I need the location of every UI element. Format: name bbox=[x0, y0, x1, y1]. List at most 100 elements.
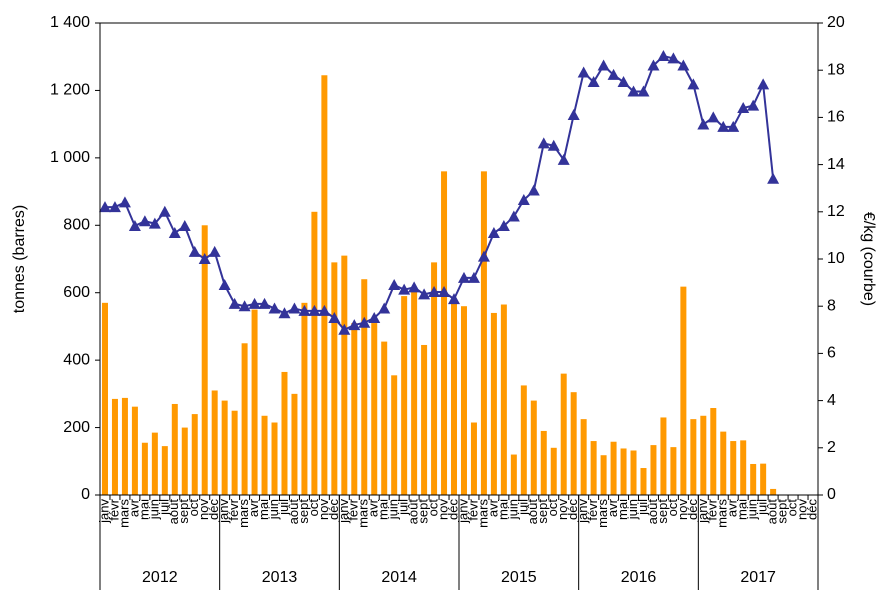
x-tick-label: sept bbox=[655, 499, 670, 524]
bar bbox=[111, 398, 118, 495]
marker bbox=[587, 76, 600, 87]
bar bbox=[441, 171, 448, 496]
marker bbox=[408, 281, 421, 293]
bar bbox=[620, 448, 627, 495]
bar bbox=[630, 450, 637, 495]
bar bbox=[221, 400, 228, 495]
bar bbox=[251, 309, 258, 495]
bar bbox=[141, 442, 148, 495]
bar bbox=[660, 417, 667, 495]
x-tick-label: avr bbox=[366, 498, 381, 517]
marker bbox=[168, 227, 181, 239]
x-tick-label: juin bbox=[745, 499, 760, 520]
y2-tick-label: 8 bbox=[827, 297, 836, 314]
marker bbox=[138, 215, 151, 227]
marker bbox=[328, 312, 341, 323]
x-tick-label: mai bbox=[495, 499, 510, 520]
marker bbox=[198, 253, 211, 264]
x-tick-label: nov bbox=[435, 499, 450, 520]
x-tick-label: déc bbox=[445, 499, 460, 520]
marker bbox=[388, 278, 401, 290]
marker bbox=[697, 118, 710, 130]
y-tick-label: 400 bbox=[63, 351, 90, 368]
marker bbox=[148, 217, 161, 229]
bar bbox=[311, 211, 318, 496]
y2-tick-label: 16 bbox=[827, 109, 845, 126]
marker bbox=[368, 312, 381, 323]
x-tick-label: avr bbox=[485, 498, 500, 517]
marker bbox=[418, 288, 431, 300]
y2-tick-label: 12 bbox=[827, 203, 845, 220]
bar bbox=[301, 302, 308, 495]
x-tick-label: avr bbox=[605, 498, 620, 517]
x-tick-label: nov bbox=[316, 499, 331, 520]
bar bbox=[540, 430, 547, 495]
marker bbox=[597, 59, 610, 71]
marker bbox=[537, 137, 550, 149]
y2-tick-label: 6 bbox=[827, 345, 836, 362]
x-tick-label: mai bbox=[615, 499, 630, 520]
bar bbox=[321, 75, 328, 495]
marker bbox=[547, 139, 560, 151]
marker bbox=[707, 111, 720, 123]
x-tick-label: juil bbox=[276, 499, 291, 516]
x-tick-label: juin bbox=[386, 499, 401, 520]
marker bbox=[208, 245, 221, 257]
x-tick-label: févr bbox=[585, 498, 600, 520]
marker bbox=[737, 101, 750, 113]
bar bbox=[241, 343, 248, 495]
y2-axis-title: €/kg (courbe) bbox=[860, 212, 877, 306]
marker bbox=[767, 172, 780, 184]
marker bbox=[647, 59, 660, 71]
x-tick-label: sept bbox=[296, 499, 311, 524]
bar bbox=[291, 393, 298, 495]
marker bbox=[128, 219, 141, 231]
y-tick-label: 1 200 bbox=[50, 82, 90, 99]
bar bbox=[271, 422, 278, 495]
y2-tick-label: 0 bbox=[827, 486, 836, 503]
bar bbox=[451, 302, 458, 495]
bar bbox=[470, 422, 477, 495]
x-tick-label: févr bbox=[106, 498, 121, 520]
marker bbox=[278, 307, 291, 319]
x-tick-label: août bbox=[166, 499, 181, 525]
bar bbox=[500, 304, 507, 495]
bar bbox=[770, 488, 777, 495]
y-tick-label: 200 bbox=[63, 419, 90, 436]
x-tick-label: nov bbox=[794, 499, 809, 520]
x-tick-label: nov bbox=[196, 499, 211, 520]
y2-tick-label: 20 bbox=[827, 14, 845, 31]
marker bbox=[527, 184, 540, 196]
x-tick-label: oct bbox=[186, 499, 201, 517]
bar bbox=[211, 390, 218, 495]
marker bbox=[398, 283, 411, 295]
y2-tick-label: 18 bbox=[827, 61, 845, 78]
x-tick-label: mars bbox=[475, 499, 490, 528]
marker bbox=[108, 201, 121, 213]
marker bbox=[438, 286, 451, 298]
marker bbox=[288, 302, 301, 314]
marker bbox=[358, 316, 371, 328]
marker bbox=[238, 300, 251, 312]
x-tick-label: mai bbox=[136, 499, 151, 520]
marker bbox=[378, 302, 391, 314]
marker bbox=[158, 205, 171, 217]
bar bbox=[520, 385, 527, 495]
marker bbox=[617, 76, 630, 87]
bar bbox=[281, 371, 288, 495]
marker bbox=[627, 85, 640, 97]
y-tick-label: 1 000 bbox=[50, 149, 90, 166]
bar bbox=[570, 392, 577, 495]
bar bbox=[590, 441, 597, 495]
x-tick-label: oct bbox=[785, 499, 800, 517]
marker bbox=[258, 297, 271, 309]
x-tick-label: mars bbox=[236, 499, 251, 528]
bar bbox=[431, 262, 438, 495]
bar bbox=[530, 400, 537, 495]
y-axis-title: tonnes (barres) bbox=[11, 205, 28, 314]
bar bbox=[460, 306, 467, 495]
x-tick-label: avr bbox=[725, 498, 740, 517]
marker bbox=[248, 297, 261, 309]
x-tick-label: août bbox=[406, 499, 421, 525]
marker bbox=[457, 271, 470, 283]
